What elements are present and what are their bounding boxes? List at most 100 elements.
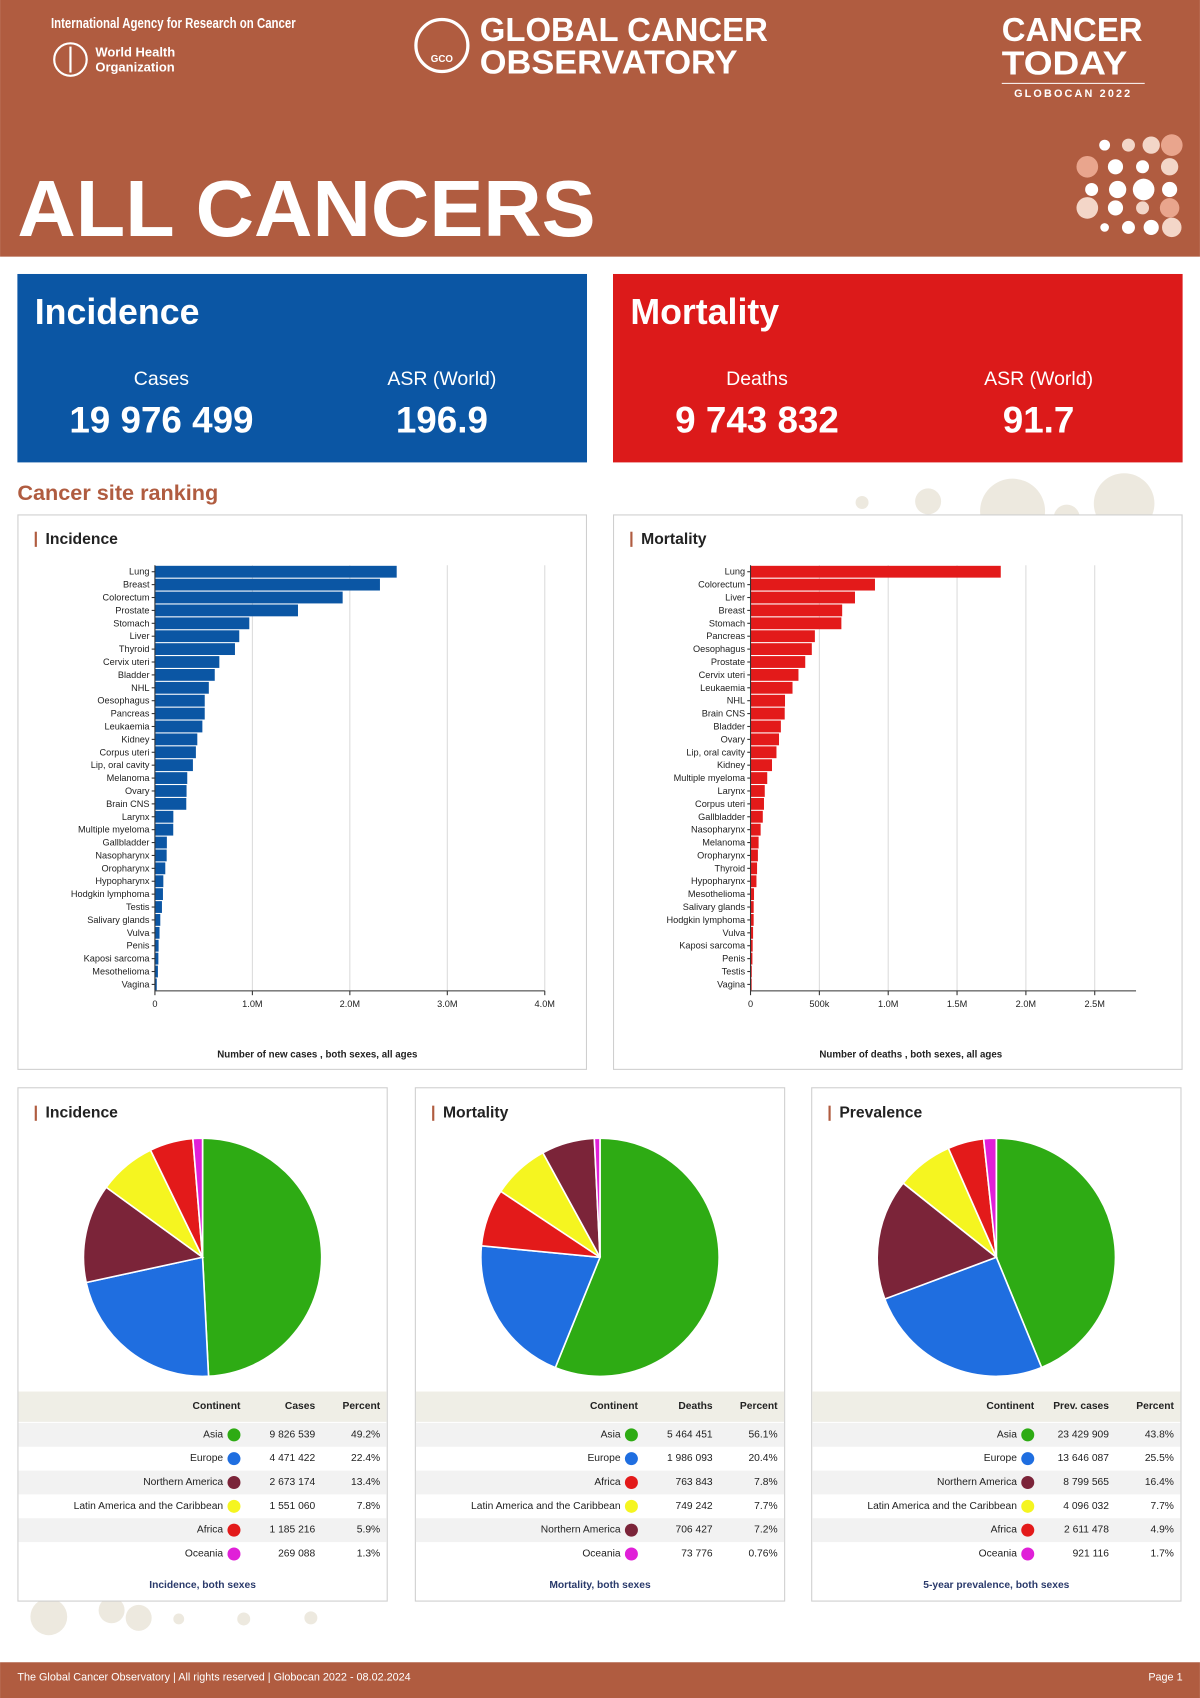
bar <box>154 656 220 668</box>
who-name: World Health <box>95 44 175 59</box>
bar <box>154 681 209 694</box>
product: CANCER <box>1002 12 1143 49</box>
bar <box>154 836 167 849</box>
category-label: Lung <box>129 567 149 577</box>
category-label: Multiple myeloma <box>674 773 746 783</box>
percent: 5.9% <box>357 1525 380 1536</box>
category-label: Hodgkin lymphoma <box>666 915 746 925</box>
pie-slice <box>995 1137 1117 1369</box>
continent: Northern America <box>143 1477 223 1488</box>
column-header: Prev. cases <box>1053 1401 1109 1412</box>
category-label: Liver <box>725 593 745 603</box>
panel-title: Mortality <box>443 1105 509 1122</box>
x-tick-label: 1.0M <box>242 999 262 1009</box>
continent: Asia <box>601 1429 621 1440</box>
column-header: Continent <box>193 1401 241 1412</box>
category-label: Hypopharynx <box>95 876 150 886</box>
bar <box>750 939 753 952</box>
count: 269 088 <box>278 1548 315 1559</box>
x-tick-label: 0 <box>748 999 753 1009</box>
continent: Europe <box>984 1453 1017 1464</box>
stat-value: 91.7 <box>1003 400 1075 441</box>
bar <box>750 836 759 849</box>
bar <box>750 668 799 681</box>
category-label: Penis <box>722 954 745 964</box>
category-label: Thyroid <box>119 644 150 654</box>
category-label: Pancreas <box>111 709 150 719</box>
category-label: Lip, oral cavity <box>91 760 150 770</box>
percent: 1.3% <box>357 1548 380 1559</box>
bar <box>750 797 764 810</box>
continent: Asia <box>203 1429 223 1440</box>
category-label: Cervix uteri <box>103 657 149 667</box>
bar <box>750 707 785 720</box>
bar <box>154 901 162 913</box>
stat-value: 196.9 <box>396 400 488 441</box>
percent: 22.4% <box>351 1453 380 1464</box>
percent: 49.2% <box>351 1429 380 1440</box>
count: 2 673 174 <box>270 1477 316 1488</box>
category-label: Oropharynx <box>697 850 745 860</box>
stat-value: 19 976 499 <box>69 400 253 441</box>
count: 9 826 539 <box>270 1429 316 1440</box>
bar <box>154 965 158 978</box>
percent: 0.76% <box>748 1548 777 1559</box>
x-axis-title: Number of new cases , both sexes, all ag… <box>217 1049 418 1060</box>
bar <box>154 875 164 888</box>
pie-slice <box>480 1244 602 1369</box>
panel-title: Incidence <box>46 1105 119 1122</box>
caption: 5-year prevalence, both sexes <box>923 1580 1069 1591</box>
category-label: Colorectum <box>103 593 150 603</box>
category-label: Thyroid <box>714 863 745 873</box>
product: TODAY <box>1002 45 1128 82</box>
column-header: Percent <box>740 1401 778 1412</box>
category-label: Mesothelioma <box>92 967 150 977</box>
category-label: Melanoma <box>702 838 746 848</box>
pie-slice <box>191 1137 204 1258</box>
x-axis-title: Number of deaths , both sexes, all ages <box>819 1049 1002 1060</box>
category-label: NHL <box>131 683 149 693</box>
legend-dot <box>1021 1547 1035 1561</box>
category-label: Ovary <box>125 786 150 796</box>
bar <box>154 578 380 591</box>
legend-dot <box>1021 1523 1035 1537</box>
category-label: Multiple myeloma <box>78 825 150 835</box>
category-label: Nasopharynx <box>95 850 150 860</box>
bar <box>750 823 761 836</box>
count: 2 611 478 <box>1064 1525 1109 1536</box>
legend-dot <box>227 1452 241 1466</box>
percent: 4.9% <box>1151 1525 1174 1536</box>
category-label: Kaposi sarcoma <box>679 941 746 951</box>
count: 1 986 093 <box>667 1453 713 1464</box>
bar <box>750 733 780 746</box>
continent: Africa <box>197 1525 224 1536</box>
mortality-card <box>612 273 1183 463</box>
category-label: Cervix uteri <box>699 670 745 680</box>
category-label: Penis <box>127 941 150 951</box>
row-band <box>415 1422 785 1447</box>
percent: 7.7% <box>1151 1501 1174 1512</box>
category-label: Vagina <box>122 979 151 989</box>
bar <box>750 617 842 630</box>
legend-dot <box>227 1476 241 1489</box>
bar <box>154 617 250 630</box>
legend-dot <box>1021 1499 1035 1513</box>
row-band <box>812 1422 1181 1447</box>
stat-label: Deaths <box>726 368 788 390</box>
bar <box>750 694 786 707</box>
category-label: Brain CNS <box>106 799 149 809</box>
count: 1 551 060 <box>270 1501 316 1512</box>
bar <box>154 746 196 759</box>
pie-slice <box>201 1137 323 1378</box>
count: 13 646 087 <box>1058 1453 1110 1464</box>
bar <box>750 978 752 991</box>
x-tick-label: 0 <box>152 999 157 1009</box>
count: 763 843 <box>676 1477 713 1488</box>
x-tick-label: 2.0M <box>340 999 360 1009</box>
count: 749 242 <box>676 1501 713 1512</box>
percent: 1.7% <box>1151 1548 1174 1559</box>
legend-dot <box>227 1547 241 1561</box>
header-band <box>0 0 1200 257</box>
